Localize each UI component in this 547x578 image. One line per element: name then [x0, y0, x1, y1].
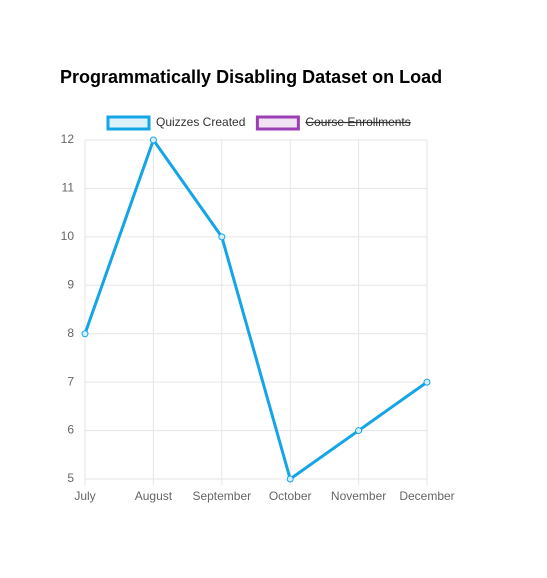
- y-tick-label: 5: [67, 471, 74, 485]
- x-tick-label: November: [331, 489, 386, 503]
- legend-swatch[interactable]: [255, 115, 300, 131]
- y-tick-label: 8: [67, 326, 74, 340]
- y-tick-label: 12: [61, 132, 75, 146]
- data-point: [81, 330, 89, 338]
- legend-label[interactable]: Course Enrollments: [305, 115, 410, 129]
- data-point: [286, 475, 294, 483]
- y-tick-label: 6: [67, 423, 74, 437]
- data-point: [218, 233, 226, 241]
- x-tick-label: September: [192, 489, 251, 503]
- x-tick-label: October: [269, 489, 312, 503]
- data-line: [83, 138, 428, 481]
- data-point: [355, 427, 363, 435]
- y-tick-label: 7: [67, 374, 74, 388]
- chart-title: Programmatically Disabling Dataset on Lo…: [60, 67, 442, 87]
- x-tick-label: August: [135, 489, 173, 503]
- y-tick-label: 11: [62, 181, 75, 195]
- x-tick-label: December: [399, 489, 454, 503]
- y-tick-label: 9: [67, 277, 74, 291]
- x-tick-label: July: [74, 489, 95, 503]
- legend-swatch[interactable]: [106, 115, 151, 131]
- data-point: [149, 136, 157, 144]
- y-tick-label: 10: [61, 229, 75, 243]
- legend-label[interactable]: Quizzes Created: [156, 115, 245, 129]
- data-point: [423, 378, 431, 386]
